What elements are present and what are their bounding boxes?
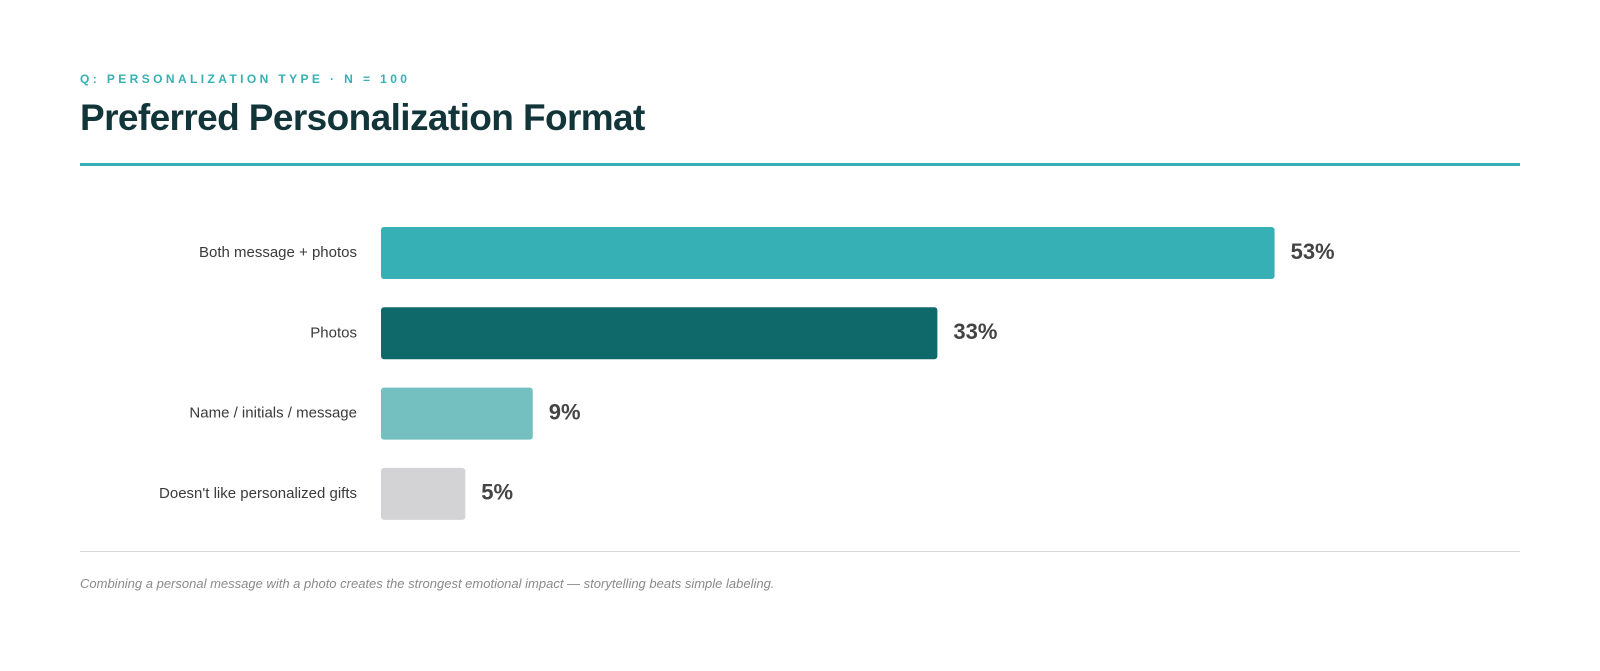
value-label: 9% [549,399,581,424]
bar [381,387,533,440]
category-label: Photos [310,324,357,341]
value-label: 5% [481,480,513,505]
bar [381,307,938,360]
value-label: 33% [953,319,997,344]
chart-title: Preferred Personalization Format [80,97,645,138]
category-label: Name / initials / message [189,405,357,422]
category-label: Doesn't like personalized gifts [159,485,357,502]
footer-divider [80,551,1520,552]
chart-eyebrow: Q: PERSONALIZATION TYPE · N = 100 [80,72,411,86]
bar [381,467,466,520]
chart-footnote: Combining a personal message with a phot… [80,576,775,591]
category-label: Both message + photos [199,244,357,261]
bar [381,227,1275,279]
value-label: 53% [1291,239,1335,264]
title-divider [80,163,1520,166]
